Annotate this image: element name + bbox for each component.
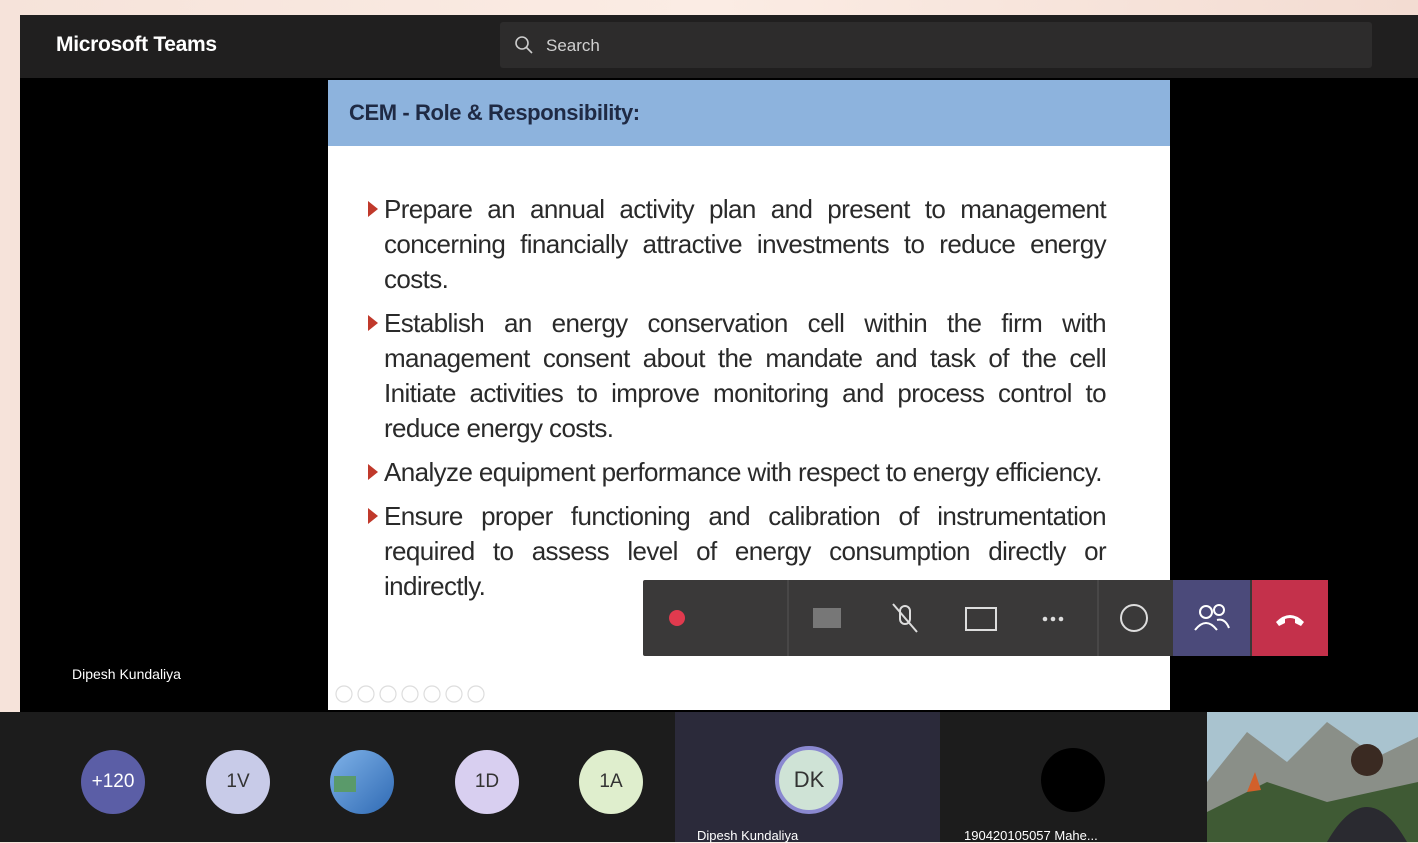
- mic-button[interactable]: [892, 603, 918, 633]
- avatar: [1041, 748, 1105, 812]
- hang-up-button[interactable]: [1252, 580, 1328, 656]
- avatar: DK: [775, 746, 843, 814]
- avatar[interactable]: 1D: [455, 750, 519, 814]
- bullet: Prepare an annual activity plan and pres…: [366, 192, 1107, 297]
- search-icon: [515, 36, 533, 54]
- participant-name: 190420105057 Mahe...: [964, 828, 1098, 843]
- avatar[interactable]: 1A: [579, 750, 643, 814]
- bullet: Analyze equipment performance with respe…: [366, 455, 1106, 490]
- slide-nav: [335, 685, 485, 703]
- more-button[interactable]: [1042, 616, 1064, 622]
- slide-header: CEM - Role & Responsibility:: [328, 80, 1170, 146]
- chat-button[interactable]: [1120, 604, 1148, 632]
- share-button[interactable]: [965, 607, 997, 631]
- call-controls: [643, 580, 1328, 656]
- avatar[interactable]: +120: [81, 750, 145, 814]
- camera-button[interactable]: [813, 608, 841, 628]
- app-title: Microsoft Teams: [56, 33, 217, 56]
- record-icon[interactable]: [669, 610, 685, 626]
- search-placeholder: Search: [546, 36, 600, 55]
- bullet: Ensure proper functioning and calibratio…: [366, 499, 1107, 604]
- presenter-name: Dipesh Kundaliya: [72, 666, 181, 682]
- participant-tile[interactable]: DK Dipesh Kundaliya: [675, 712, 940, 843]
- avatar-image[interactable]: [330, 750, 394, 814]
- bullet-list: Prepare an annual activity plan and pres…: [366, 192, 1107, 613]
- bullet: Establish an energy conservation cell wi…: [366, 306, 1107, 446]
- title-bar: Microsoft Teams Search: [20, 15, 1418, 78]
- slide-title: CEM - Role & Responsibility:: [349, 100, 640, 125]
- search-box[interactable]: Search: [500, 22, 1372, 68]
- participant-tile[interactable]: 190420105057 Mahe...: [940, 712, 1207, 843]
- participants-button[interactable]: [1173, 580, 1250, 656]
- avatar[interactable]: 1V: [206, 750, 270, 814]
- self-video: [1207, 712, 1418, 842]
- control-icons: [669, 580, 1148, 656]
- shared-slide: CEM - Role & Responsibility: Prepare an …: [328, 80, 1170, 710]
- participant-name: Dipesh Kundaliya: [697, 828, 799, 843]
- participant-strip: +120 1V 1D 1A DK Dipesh Kundaliya 190420105…: [0, 712, 1418, 843]
